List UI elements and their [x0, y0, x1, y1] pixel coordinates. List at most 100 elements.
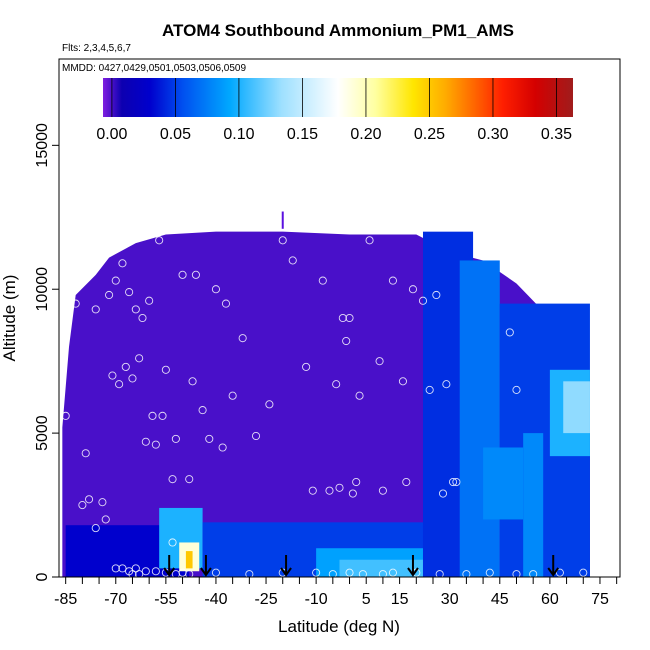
y-tick-label: 15000 — [34, 123, 51, 168]
observation-point — [121, 362, 130, 371]
field-region — [339, 559, 423, 577]
observation-point — [141, 437, 150, 446]
observation-point — [155, 236, 164, 245]
x-tick-label: -85 — [54, 591, 77, 608]
observation-point — [398, 377, 407, 386]
x-tick-label: -10 — [305, 591, 328, 608]
observation-point — [512, 385, 521, 394]
observation-point — [78, 501, 87, 510]
field-region — [483, 447, 524, 520]
observation-point — [388, 276, 397, 285]
y-axis: 0 5000 10000 15000 — [34, 123, 59, 581]
observation-point — [111, 276, 120, 285]
colorbar-tick-label: 0.30 — [477, 126, 508, 143]
observation-point — [185, 570, 194, 579]
arrow-head — [280, 567, 292, 577]
x-tick-label: -40 — [204, 591, 227, 608]
y-tick-label: 5000 — [34, 415, 51, 451]
observation-point — [579, 568, 588, 577]
observation-point — [505, 328, 514, 337]
colorbar-tick-label: 0.05 — [160, 126, 191, 143]
observation-point — [91, 305, 100, 314]
observation-point — [438, 489, 448, 498]
observation-point — [312, 568, 321, 577]
observation-point — [118, 259, 127, 268]
observation-point — [365, 236, 374, 245]
x-tick-label: 30 — [441, 591, 459, 608]
observation-point — [211, 285, 220, 294]
observation-point — [211, 568, 220, 577]
observation-point — [135, 354, 144, 363]
observation-point — [101, 515, 110, 524]
observation-point — [378, 486, 387, 495]
arrow-head — [163, 567, 176, 577]
observation-point — [348, 489, 357, 498]
observation-point — [71, 299, 80, 308]
observation-point — [338, 313, 347, 323]
flight-arrows — [163, 555, 560, 577]
observation-point — [221, 299, 231, 308]
colorbar-tick-label: 0.25 — [414, 126, 445, 143]
observation-point — [158, 411, 167, 420]
observation-point — [135, 570, 144, 579]
observation-point — [125, 288, 134, 297]
observation-point — [185, 475, 194, 484]
observation-point — [278, 236, 287, 245]
observation-point — [352, 477, 361, 487]
dates-note: MMDD: 0427,0429,0501,0503,0506,0509 — [62, 63, 246, 74]
observation-point — [358, 570, 367, 579]
observation-point — [402, 477, 411, 487]
observation-point — [98, 498, 107, 507]
observation-point — [408, 285, 418, 294]
observation-point — [148, 411, 157, 420]
observation-point — [168, 538, 177, 547]
observation-point — [198, 406, 207, 415]
arrow-head — [200, 567, 212, 577]
colorbar: 0.00 0.05 0.10 0.15 0.20 0.25 0.30 0.35 — [96, 78, 573, 143]
arrow-head — [547, 567, 560, 577]
x-tick-label: 75 — [591, 591, 609, 608]
observation-point — [171, 434, 180, 443]
observation-point — [151, 440, 160, 449]
observation-point — [178, 270, 187, 279]
observation-point — [145, 296, 154, 305]
observation-point — [335, 483, 344, 492]
colorbar-tick-label: 0.15 — [287, 126, 318, 143]
observation-point — [388, 568, 397, 577]
observation-point — [265, 400, 274, 409]
observation-point — [452, 477, 461, 487]
observation-point — [355, 391, 364, 400]
plot-frame — [58, 58, 621, 578]
colorbar-tick-label: 0.00 — [96, 126, 127, 143]
field-region — [459, 260, 500, 577]
observation-point — [91, 524, 100, 533]
x-tick-label: -25 — [254, 591, 277, 608]
observation-point — [442, 380, 451, 389]
x-tick-label: 15 — [391, 591, 409, 608]
observation-point — [592, 567, 601, 576]
x-tick-label: 60 — [541, 591, 559, 608]
observation-point — [318, 276, 327, 285]
y-axis-label: Altitude (m) — [0, 275, 19, 362]
observation-point — [308, 486, 317, 495]
y-tick-label: 10000 — [34, 267, 51, 312]
observation-point — [228, 391, 237, 400]
observation-point — [105, 290, 114, 300]
observation-point — [555, 568, 564, 577]
observation-point — [425, 385, 434, 394]
x-tick-label: -70 — [104, 591, 127, 608]
field-region — [185, 551, 193, 569]
arrow-head — [407, 567, 419, 577]
observation-point — [342, 336, 351, 346]
observation-points — [61, 236, 601, 579]
observation-point — [141, 567, 150, 576]
x-tick-label: 45 — [491, 591, 509, 608]
observation-point — [151, 567, 160, 576]
observation-point — [131, 305, 140, 314]
observation-point — [108, 371, 117, 380]
observation-point — [325, 486, 334, 495]
observation-point — [111, 564, 120, 573]
x-axis-label: Latitude (deg N) — [278, 617, 400, 636]
observation-point — [168, 475, 177, 484]
